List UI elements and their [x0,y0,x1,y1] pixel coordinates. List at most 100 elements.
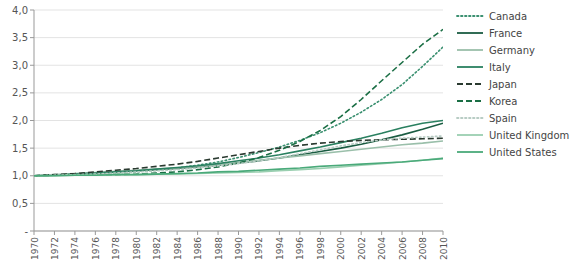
tick-mark [258,231,259,235]
tick-label: 2010 [439,237,449,260]
tick-label: 1970 [30,237,40,260]
tick-label: 1992 [254,237,264,260]
tick-mark [30,10,34,11]
y-axis-line [34,10,35,231]
tick-label: 3,5 [12,32,28,43]
series-line [34,121,443,176]
grid-line [34,37,443,38]
legend-label: Canada [489,11,527,22]
tick-label: 2004 [377,237,387,260]
tick-mark [34,231,35,235]
series-line [34,136,443,176]
tick-label: 2,5 [12,87,28,98]
series-line [34,123,443,175]
tick-mark [361,231,362,235]
tick-mark [422,231,423,235]
grid-line [34,92,443,93]
tick-mark [177,231,178,235]
legend: Canada France Germany Italy Japan Korea Spain U… [457,11,569,158]
legend-label: Italy [489,62,511,73]
tick-label: 1976 [91,237,101,260]
series-line [34,141,443,176]
tick-label: 2006 [398,237,408,260]
legend-label: United States [489,147,557,158]
tick-mark [238,231,239,235]
legend-label: France [489,28,522,39]
tick-label: 1,0 [12,170,28,181]
legend-label: Germany [489,45,535,56]
legend-label: United Kingdom [489,130,569,141]
x-axis-line [34,231,443,232]
series-line [34,29,443,175]
legend-label: Japan [488,79,517,90]
tick-label: 1972 [50,237,60,260]
tick-mark [381,231,382,235]
grid-line [34,203,443,204]
series-line [34,47,443,176]
tick-mark [30,65,34,66]
tick-label: 2008 [418,237,428,260]
tick-label: 1998 [316,237,326,260]
tick-mark [115,231,116,235]
legend-label: Spain [489,113,517,124]
tick-mark [340,231,341,235]
tick-mark [95,231,96,235]
tick-label: 3,0 [12,60,28,71]
tick-label: 1996 [295,237,305,260]
tick-label: 1982 [152,237,162,260]
series-line [34,159,443,176]
tick-mark [402,231,403,235]
tick-label: 1978 [111,237,121,260]
axes: - 0,5 1,0 1,5 2,0 2,5 3,0 3,5 4,0 1970 1972 1974 197… [12,5,448,260]
tick-label: 4,0 [12,5,28,16]
series-line [34,158,443,176]
tick-mark [30,203,34,204]
chart: - 0,5 1,0 1,5 2,0 2,5 3,0 3,5 4,0 1970 1972 1974 197… [0,0,583,267]
tick-label: 1980 [132,237,142,260]
legend-label: Korea [489,96,517,107]
grid-line [34,65,443,66]
tick-mark [443,231,444,235]
legend-swatch [457,134,483,136]
tick-mark [320,231,321,235]
tick-mark [54,231,55,235]
tick-label: 1988 [214,237,224,260]
series-line [34,138,443,176]
tick-mark [74,231,75,235]
tick-mark [156,231,157,235]
tick-label: 0,5 [12,198,28,209]
legend-swatch [457,15,483,17]
tick-mark [299,231,300,235]
grid-line [34,231,443,232]
legend-swatch [457,66,483,68]
legend-swatch [457,49,483,51]
grid [34,10,443,231]
tick-mark [279,231,280,235]
tick-label: 1994 [275,237,285,260]
tick-label: - [24,226,28,237]
tick-label: 1990 [234,237,244,260]
tick-mark [30,175,34,176]
series-lines [34,29,443,175]
legend-swatch [457,32,483,34]
tick-label: 1984 [173,237,183,260]
tick-label: 1986 [193,237,203,260]
tick-mark [30,92,34,93]
legend-swatch [457,83,483,85]
tick-mark [197,231,198,235]
tick-label: 2000 [336,237,346,260]
legend-swatch [457,151,483,153]
tick-label: 2002 [357,237,367,260]
tick-mark [218,231,219,235]
tick-mark [30,120,34,121]
grid-line [34,120,443,121]
tick-mark [136,231,137,235]
tick-label: 2,0 [12,115,28,126]
tick-label: 1,5 [12,143,28,154]
tick-mark [30,148,34,149]
tick-mark [30,37,34,38]
legend-swatch [457,100,483,102]
tick-mark [30,231,34,232]
legend-swatch [457,117,483,119]
tick-label: 1974 [70,237,80,260]
